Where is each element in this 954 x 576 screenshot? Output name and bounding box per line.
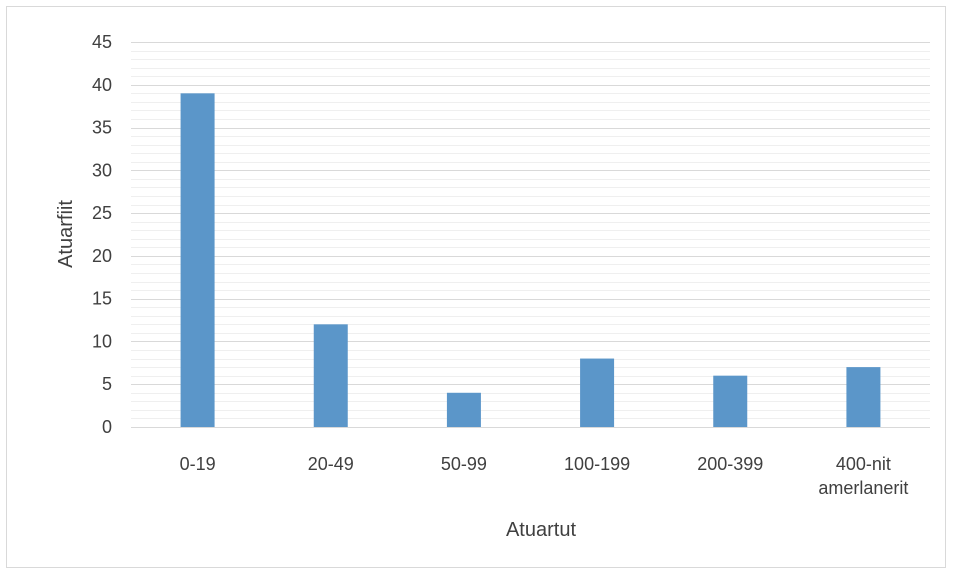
y-tick-label: 40 bbox=[92, 75, 112, 95]
x-axis-title: Atuartut bbox=[506, 519, 576, 541]
y-tick-label: 35 bbox=[92, 118, 112, 138]
bar bbox=[180, 93, 215, 427]
y-tick-label: 15 bbox=[92, 289, 112, 309]
bar bbox=[713, 375, 748, 427]
y-axis-title: Atuarfiit bbox=[55, 200, 77, 268]
y-tick-label: 45 bbox=[92, 32, 112, 52]
x-tick-label: 20-49 bbox=[308, 454, 354, 474]
y-tick-label: 5 bbox=[102, 374, 112, 394]
chart-frame bbox=[6, 6, 946, 568]
bar bbox=[580, 358, 615, 427]
y-tick-label: 30 bbox=[92, 160, 112, 180]
gridlines bbox=[131, 42, 930, 419]
y-tick-label: 25 bbox=[92, 203, 112, 223]
bar bbox=[446, 392, 481, 427]
x-tick-label: 0-19 bbox=[180, 454, 216, 474]
bars bbox=[180, 93, 881, 427]
y-axis-ticks: 0 5 10 15 20 25 30 35 40 45 bbox=[92, 32, 112, 437]
bar bbox=[313, 324, 348, 427]
y-tick-label: 0 bbox=[102, 417, 112, 437]
x-tick-label: 100-199 bbox=[564, 454, 630, 474]
x-tick-label: 200-399 bbox=[697, 454, 763, 474]
y-tick-label: 20 bbox=[92, 246, 112, 266]
x-axis-ticks: 0-19 20-49 50-99 100-199 200-399 400-nit amerl… bbox=[180, 454, 909, 498]
y-tick-label: 10 bbox=[92, 331, 112, 351]
x-tick-label: 400-nit amerlanerit bbox=[818, 454, 908, 498]
x-tick-label: 50-99 bbox=[441, 454, 487, 474]
bar bbox=[846, 367, 881, 427]
